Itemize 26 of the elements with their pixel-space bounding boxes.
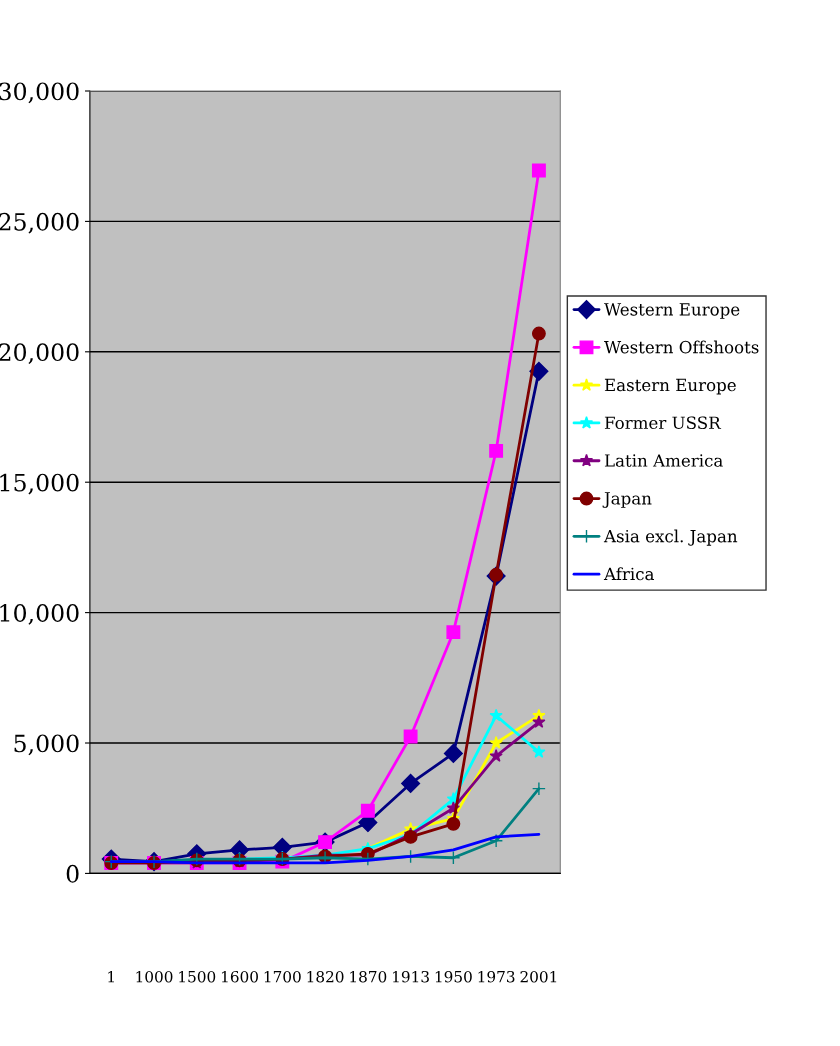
x-tick-label: 1600: [221, 970, 258, 983]
legend-label: Western Europe: [604, 303, 740, 319]
legend-label: Latin America: [604, 454, 723, 467]
legend-label: Japan: [602, 492, 652, 508]
x-tick-label: 2001: [520, 970, 557, 983]
y-tick-label: 25,000: [0, 212, 79, 234]
y-tick-label: 30,000: [0, 82, 79, 104]
x-tick-label: 1000: [136, 970, 173, 983]
legend-label: Asia excl. Japan: [603, 529, 738, 546]
y-tick-label: 15,000: [0, 473, 79, 495]
x-tick-label: 1: [108, 970, 114, 983]
x-tick-label: 1973: [478, 970, 515, 983]
x-tick-label: 1870: [350, 970, 387, 983]
x-tick-label: 1950: [435, 970, 472, 983]
x-tick-label: 1700: [264, 970, 301, 983]
x-tick-label: 1500: [179, 970, 216, 983]
legend-label: Eastern Europe: [604, 378, 736, 395]
y-tick-label: 0: [66, 864, 79, 883]
x-tick-label: 1820: [307, 970, 344, 983]
legend-label: Former USSR: [604, 416, 722, 430]
y-tick-label: 20,000: [0, 343, 79, 364]
y-tick-label: 5,000: [14, 734, 79, 756]
x-tick-label: 1913: [393, 970, 429, 983]
legend-label: Western Offshoots: [604, 340, 759, 354]
y-tick-label: 10,000: [0, 604, 79, 625]
legend-label: Africa: [603, 567, 655, 581]
